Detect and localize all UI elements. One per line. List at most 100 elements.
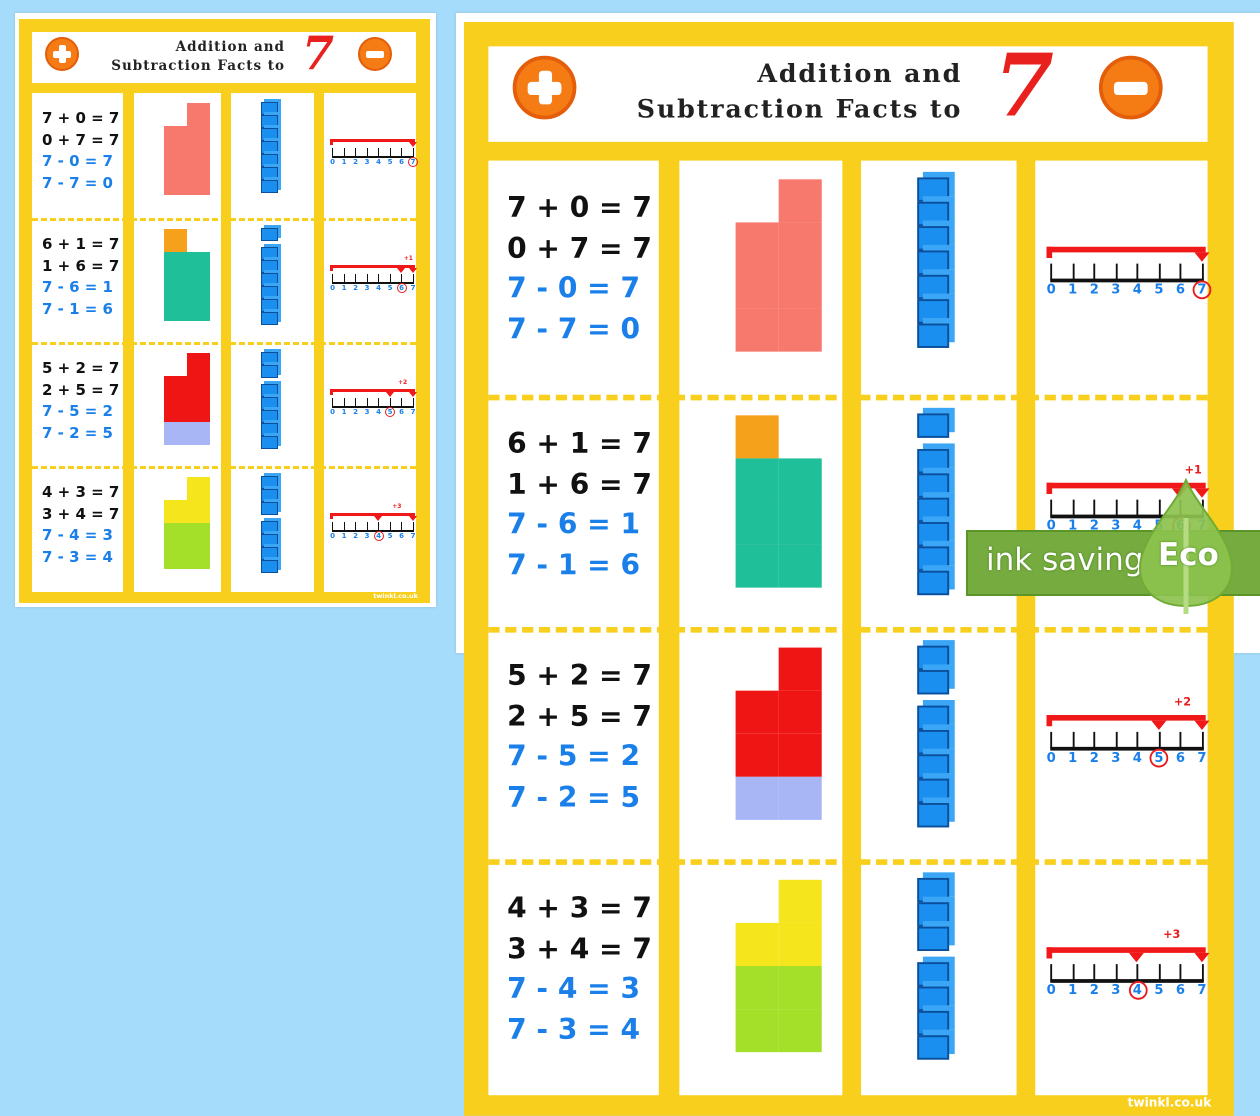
counter (187, 399, 210, 422)
unit-cube (917, 522, 950, 547)
number-line-jump-arrow (1046, 715, 1205, 721)
number-line-label: 3 (364, 284, 370, 292)
title-line-2: Subtraction Facts to (111, 58, 285, 74)
number-line-jump-arrow (330, 265, 415, 268)
answer-circle (385, 407, 395, 417)
number-line-label: 4 (376, 408, 381, 416)
number-line-label: 4 (1132, 282, 1142, 298)
number-line-label: 0 (1046, 982, 1056, 998)
title-line-1: Addition and (757, 59, 963, 90)
number-line-tick (343, 522, 345, 531)
number-line-tick (1050, 731, 1053, 749)
number-line-arrow-start (1046, 482, 1053, 494)
number-line-label: 2 (353, 408, 358, 416)
row-divider (32, 466, 416, 469)
number-line-tick (355, 522, 357, 531)
number-line-axis (332, 156, 414, 158)
jump-label: +3 (1163, 928, 1181, 942)
number-line-tick (1179, 964, 1182, 981)
number-line-label: 1 (1068, 750, 1078, 766)
counter (164, 399, 187, 422)
unit-cube (917, 413, 950, 438)
number-line-label: 3 (1111, 518, 1121, 534)
unit-cube (261, 167, 278, 180)
counter (778, 647, 822, 691)
counter (778, 733, 822, 777)
plus-circle-icon (45, 37, 79, 71)
number-line-tick (1071, 731, 1075, 749)
counter (187, 149, 210, 172)
counter (735, 458, 779, 502)
number-line-label: 3 (1111, 982, 1121, 998)
number-line-tick (1050, 499, 1053, 517)
unit-cube (917, 177, 950, 202)
answer-circle (1192, 280, 1212, 300)
number-line-label: 7 (410, 532, 416, 540)
number-line-tick (1050, 263, 1053, 281)
arrow-head-icon (408, 142, 417, 147)
counter (164, 422, 187, 445)
equation: 2 + 5 = 7 (42, 380, 120, 399)
title-number: 7 (994, 35, 1055, 137)
number-line-label: 0 (330, 284, 335, 292)
jump-label: +3 (392, 503, 402, 510)
number-line-tick (355, 398, 357, 407)
poster-header: Addition and Subtraction Facts to 7 (32, 26, 416, 83)
number-line-arrow-start (330, 513, 333, 519)
title-line-1: Addition and (175, 39, 285, 55)
number-line-tick (378, 274, 380, 283)
arrow-head-icon (1193, 720, 1209, 730)
number-line-tick (1157, 731, 1161, 749)
number-line-label: 6 (1175, 750, 1185, 766)
number-line-label: 3 (1111, 750, 1121, 766)
unit-cube (261, 102, 278, 115)
number-line-tick (1093, 263, 1096, 281)
unit-cube (261, 299, 278, 312)
number-line-arrow-start (330, 265, 333, 271)
number-line-label: 7 (1197, 750, 1207, 766)
minus-bar (1113, 81, 1148, 96)
eco-leaf-icon (1138, 478, 1234, 614)
number-line-arrow-start (1046, 947, 1053, 959)
number-line-tick (1114, 263, 1118, 281)
title-line-2: Subtraction Facts to (636, 95, 963, 126)
number-line-tick (401, 398, 403, 407)
equation: 4 + 3 = 7 (42, 483, 120, 501)
number-line-label: 1 (341, 158, 347, 166)
number-line-tick (332, 398, 334, 407)
counter (778, 776, 822, 820)
equation: 7 - 0 = 7 (507, 271, 641, 305)
minus-bar (366, 51, 384, 58)
number-line-jump-arrow (1046, 246, 1205, 253)
counter (778, 265, 822, 309)
counter (164, 149, 187, 172)
number-line-tick (1157, 263, 1161, 281)
minus-circle-icon (358, 37, 392, 71)
equation: 7 - 7 = 0 (42, 173, 113, 192)
number-line-tick (412, 274, 414, 283)
number-line-tick (1201, 731, 1204, 749)
counter (164, 500, 187, 523)
arrow-head-icon (408, 516, 417, 521)
answer-circle (1127, 980, 1147, 1000)
number-line-label: 5 (1154, 982, 1164, 998)
counter (778, 458, 822, 502)
number-line-label: 5 (1154, 282, 1164, 298)
row-divider (32, 218, 416, 221)
counter (735, 415, 779, 459)
unit-cube (917, 754, 950, 779)
number-line-label: 0 (1046, 518, 1056, 534)
arrow-head-icon (1193, 952, 1209, 963)
counter (187, 376, 210, 399)
counter (164, 229, 187, 252)
number-line-tick (1179, 263, 1182, 281)
counter (735, 308, 779, 352)
equation: 7 - 6 = 1 (507, 507, 641, 541)
counter (735, 265, 779, 309)
equation: 6 + 1 = 7 (42, 235, 120, 253)
equation: 4 + 3 = 7 (507, 891, 652, 925)
poster-header: Addition and Subtraction Facts to 7 (488, 35, 1208, 142)
unit-cube (261, 489, 278, 502)
number-line-label: 1 (341, 408, 347, 416)
number-line-tick (1071, 499, 1075, 517)
